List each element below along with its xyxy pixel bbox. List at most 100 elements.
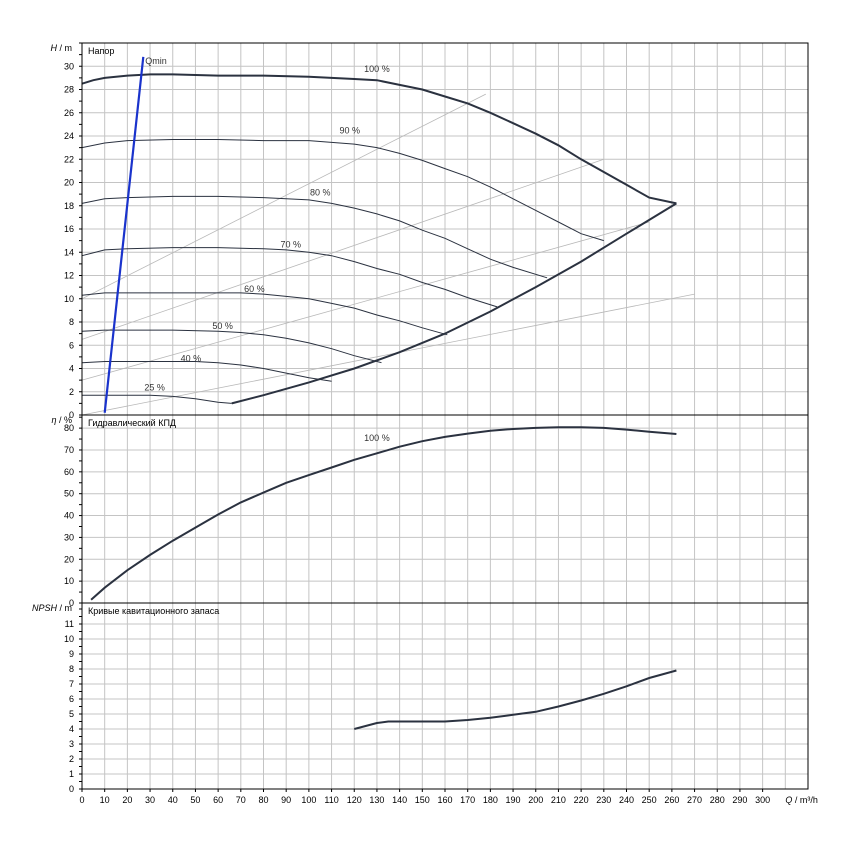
efficiency-iso-line [81,158,604,340]
y-tick-label: 0 [69,598,74,608]
curve-layer [81,56,695,730]
data-series-line [354,669,677,730]
panel-title: Кривые кавитационного запаса [88,606,219,616]
y-tick-label: 10 [64,576,74,586]
y-tick-label: 26 [64,108,74,118]
x-tick-label: 150 [415,795,430,805]
y-tick-label: 11 [65,619,74,629]
y-tick-label: 30 [64,61,74,71]
y-tick-label: 2 [69,387,74,397]
x-tick-label: 260 [664,795,679,805]
y-tick-label: 1 [69,769,74,779]
series-label: 100 % [364,433,390,443]
x-tick-label: 180 [483,795,498,805]
y-tick-label: 10 [64,634,74,644]
y-tick-label: 0 [69,410,74,420]
speed-curve [81,195,548,279]
panel-title: Напор [88,46,114,56]
x-tick-label: 20 [122,795,132,805]
x-axis-title-unit: / m³/h [792,795,818,805]
y-tick-label: 2 [69,754,74,764]
y-tick-label: 9 [69,649,74,659]
y-tick-label: 4 [69,724,74,734]
speed-curve [81,361,332,382]
y-axis-title: η / % [51,415,72,425]
y-tick-label: 5 [69,709,74,719]
x-tick-label: 60 [213,795,223,805]
y-tick-label: 50 [64,489,74,499]
speed-curve-label: 60 % [244,284,265,294]
x-tick-label: 300 [755,795,770,805]
y-tick-label: 6 [69,694,74,704]
y-tick-label: 12 [64,271,74,281]
x-tick-label: 210 [551,795,566,805]
y-axis-title-unit: / % [56,415,72,425]
y-axis-title: NPSH / m [32,603,72,613]
y-tick-label: 18 [64,201,74,211]
y-tick-label: 6 [69,340,74,350]
frame-layer [79,42,809,792]
y-tick-label: 0 [69,784,74,794]
x-tick-label: 230 [596,795,611,805]
x-tick-label: 0 [79,795,84,805]
x-tick-label: 220 [574,795,589,805]
y-axis-title-symbol: NPSH [32,603,58,613]
x-tick-label: 110 [324,795,338,805]
y-tick-label: 40 [64,511,74,521]
y-tick-label: 20 [64,178,74,188]
speed-curve [82,394,232,404]
y-axis-title: H / m [51,43,73,53]
speed-curve [81,329,382,364]
y-axis-title-unit: / m [57,603,72,613]
x-tick-label: 280 [710,795,725,805]
efficiency-iso-line [81,221,650,381]
x-tick-label: 130 [369,795,384,805]
speed-curve [81,247,498,308]
y-tick-label: 3 [69,739,74,749]
speed-curve-label: 100 % [364,64,390,74]
x-axis-title-symbol: Q [785,795,792,805]
x-tick-label: 140 [392,795,407,805]
y-axis-title-symbol: H [51,43,58,53]
speed-curve-label: 25 % [144,383,165,393]
efficiency-iso-line [81,293,695,416]
speed-curve [81,292,448,336]
y-tick-label: 10 [64,294,74,304]
y-tick-label: 8 [69,664,74,674]
grid-layer [82,43,808,789]
qmin-line [103,56,145,413]
y-tick-label: 22 [64,154,74,164]
max-operating-curve [231,202,677,405]
y-tick-label: 4 [69,364,74,374]
x-tick-label: 290 [732,795,747,805]
x-tick-label: 50 [190,795,200,805]
speed-curve-label: 50 % [212,321,233,331]
x-tick-label: 70 [236,795,246,805]
x-tick-label: 190 [506,795,521,805]
speed-curve [81,73,677,205]
x-tick-label: 80 [258,795,268,805]
x-tick-label: 160 [437,795,452,805]
x-tick-label: 100 [301,795,316,805]
y-tick-label: 60 [64,467,74,477]
y-tick-label: 70 [64,445,74,455]
speed-curve-label: 90 % [339,126,360,136]
efficiency-iso-line [81,93,486,300]
x-tick-label: 270 [687,795,702,805]
y-tick-label: 80 [64,423,74,433]
x-tick-label: 120 [347,795,362,805]
x-axis-title: Q / m³/h [785,795,818,805]
y-tick-label: 16 [64,224,74,234]
x-tick-label: 90 [281,795,291,805]
y-tick-label: 28 [64,85,74,95]
x-tick-label: 30 [145,795,155,805]
y-tick-label: 14 [64,247,74,257]
speed-curve-label: 70 % [280,240,301,250]
x-tick-label: 170 [460,795,475,805]
x-tick-label: 250 [642,795,657,805]
speed-curve-label: 40 % [181,354,202,364]
y-tick-label: 24 [64,131,74,141]
x-tick-label: 40 [168,795,178,805]
data-series-line [90,426,677,601]
